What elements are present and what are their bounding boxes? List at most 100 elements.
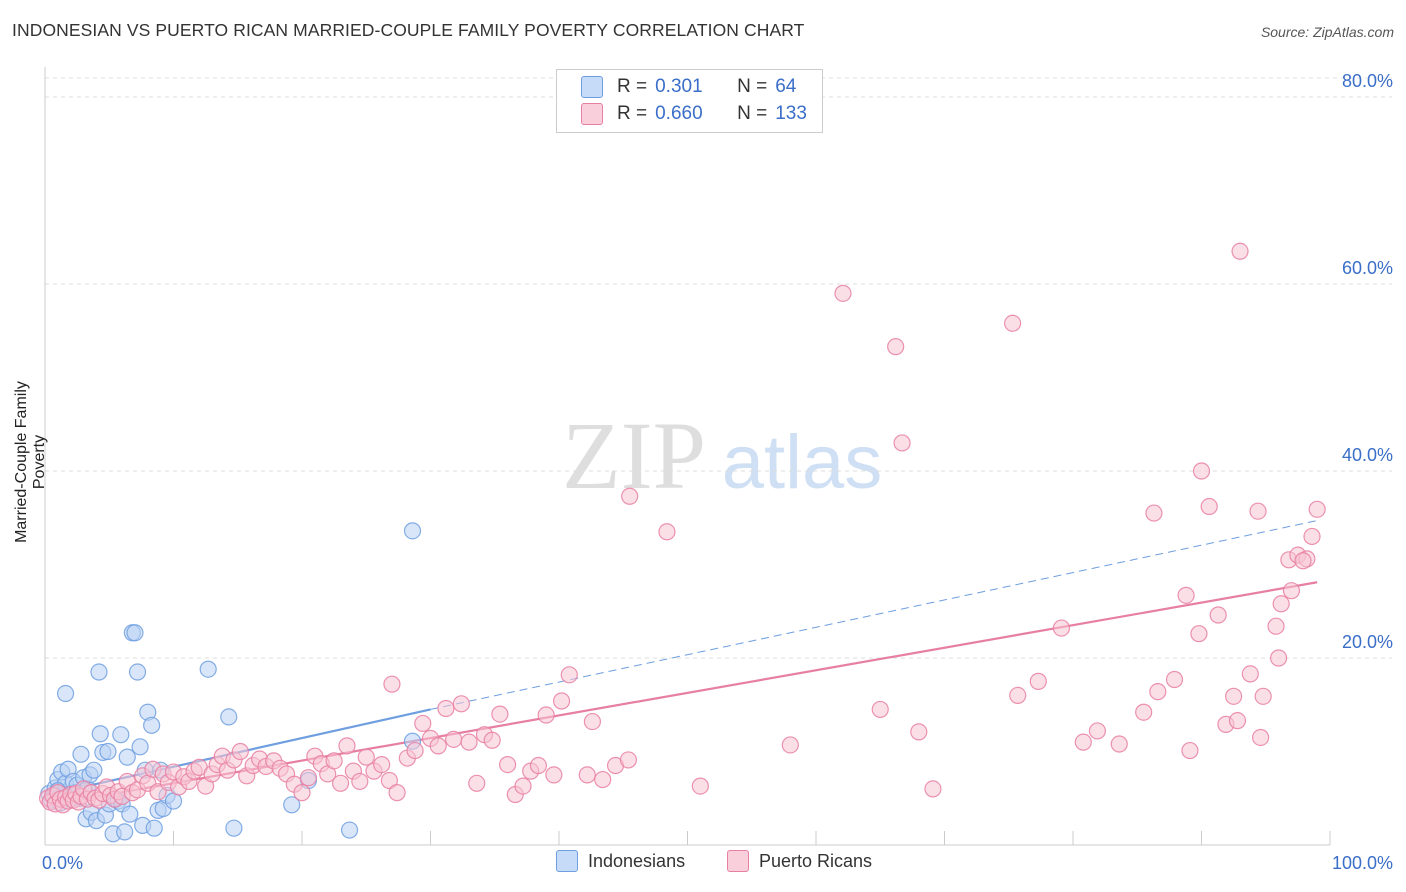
data-point[interactable]: [1135, 703, 1153, 721]
data-point[interactable]: [537, 706, 555, 724]
data-point[interactable]: [357, 748, 375, 766]
data-point[interactable]: [1181, 741, 1199, 760]
data-point[interactable]: [325, 752, 343, 770]
data-point[interactable]: [452, 695, 470, 713]
data-point[interactable]: [1145, 504, 1163, 522]
data-point[interactable]: [121, 805, 139, 823]
data-point[interactable]: [1200, 497, 1218, 516]
data-point[interactable]: [1165, 670, 1184, 689]
data-point[interactable]: [621, 487, 639, 505]
data-point[interactable]: [1269, 649, 1288, 667]
legend-item-indonesians[interactable]: Indonesians: [556, 850, 685, 872]
data-point[interactable]: [1177, 586, 1195, 604]
data-point[interactable]: [910, 723, 928, 741]
data-point[interactable]: [1192, 462, 1211, 480]
data-point[interactable]: [1303, 527, 1321, 546]
data-point[interactable]: [403, 522, 422, 540]
data-point[interactable]: [552, 692, 571, 710]
data-point[interactable]: [414, 714, 432, 733]
data-point[interactable]: [283, 796, 301, 814]
data-point[interactable]: [924, 780, 942, 798]
data-point[interactable]: [331, 774, 350, 792]
data-point[interactable]: [691, 777, 709, 795]
data-point[interactable]: [1149, 683, 1167, 701]
data-point[interactable]: [338, 737, 356, 755]
data-point[interactable]: [145, 819, 163, 837]
data-point[interactable]: [594, 770, 612, 789]
data-point[interactable]: [445, 730, 463, 748]
data-point[interactable]: [514, 777, 532, 795]
data-point[interactable]: [893, 434, 911, 452]
data-point[interactable]: [1088, 722, 1107, 740]
data-point[interactable]: [1294, 552, 1312, 570]
data-point[interactable]: [1267, 617, 1285, 635]
data-point[interactable]: [340, 821, 359, 839]
legend-item-puerto-ricans[interactable]: Puerto Ricans: [727, 850, 872, 872]
data-point[interactable]: [299, 769, 318, 787]
data-point[interactable]: [1241, 665, 1259, 683]
data-point[interactable]: [619, 751, 637, 769]
data-point[interactable]: [231, 742, 249, 761]
data-point[interactable]: [1282, 582, 1301, 600]
data-point[interactable]: [388, 784, 406, 802]
data-point[interactable]: [545, 766, 563, 784]
data-point[interactable]: [116, 823, 134, 841]
data-point[interactable]: [91, 725, 109, 743]
data-point[interactable]: [1052, 619, 1071, 637]
data-point[interactable]: [460, 733, 478, 751]
data-point[interactable]: [56, 684, 75, 703]
data-point[interactable]: [560, 666, 578, 684]
data-point[interactable]: [1225, 687, 1243, 705]
data-point[interactable]: [483, 731, 501, 749]
data-point[interactable]: [1209, 606, 1227, 624]
data-point[interactable]: [220, 708, 238, 726]
data-point[interactable]: [112, 726, 130, 744]
data-point[interactable]: [1249, 502, 1267, 520]
data-point[interactable]: [293, 784, 311, 802]
data-point[interactable]: [351, 772, 369, 791]
data-point[interactable]: [128, 663, 147, 681]
data-point[interactable]: [72, 745, 90, 763]
data-point[interactable]: [429, 737, 447, 755]
data-point[interactable]: [1009, 686, 1027, 705]
data-point[interactable]: [1272, 595, 1290, 613]
indonesians-swatch: [581, 76, 603, 98]
data-point[interactable]: [199, 660, 217, 678]
data-point[interactable]: [1110, 735, 1128, 753]
data-point[interactable]: [373, 755, 391, 774]
data-point[interactable]: [1074, 733, 1092, 751]
data-point[interactable]: [658, 523, 676, 541]
data-point[interactable]: [834, 284, 852, 302]
grid: [45, 77, 1392, 659]
data-point[interactable]: [118, 748, 136, 766]
data-point[interactable]: [583, 712, 602, 731]
data-point[interactable]: [499, 755, 517, 774]
data-point[interactable]: [126, 624, 144, 642]
data-point[interactable]: [1228, 712, 1247, 730]
r-value: 0.660: [655, 103, 703, 124]
data-point[interactable]: [1308, 500, 1326, 518]
data-point[interactable]: [85, 761, 103, 779]
data-point[interactable]: [225, 819, 243, 837]
data-point[interactable]: [131, 738, 149, 756]
data-point[interactable]: [143, 716, 161, 734]
data-point[interactable]: [578, 766, 596, 784]
data-point[interactable]: [99, 742, 117, 761]
data-point[interactable]: [1231, 242, 1249, 260]
data-point[interactable]: [383, 675, 401, 693]
data-point[interactable]: [529, 756, 548, 775]
data-point[interactable]: [1254, 687, 1272, 705]
data-point[interactable]: [887, 338, 905, 356]
data-point[interactable]: [90, 663, 108, 681]
data-point[interactable]: [1004, 314, 1022, 332]
data-point[interactable]: [491, 705, 509, 723]
data-point[interactable]: [437, 699, 455, 718]
data-point[interactable]: [1252, 728, 1270, 747]
data-point[interactable]: [380, 771, 398, 790]
data-point[interactable]: [1029, 672, 1047, 690]
data-point[interactable]: [781, 736, 799, 754]
data-point[interactable]: [406, 741, 424, 760]
data-point[interactable]: [1190, 625, 1208, 643]
data-point[interactable]: [468, 774, 486, 792]
data-point[interactable]: [871, 700, 889, 719]
